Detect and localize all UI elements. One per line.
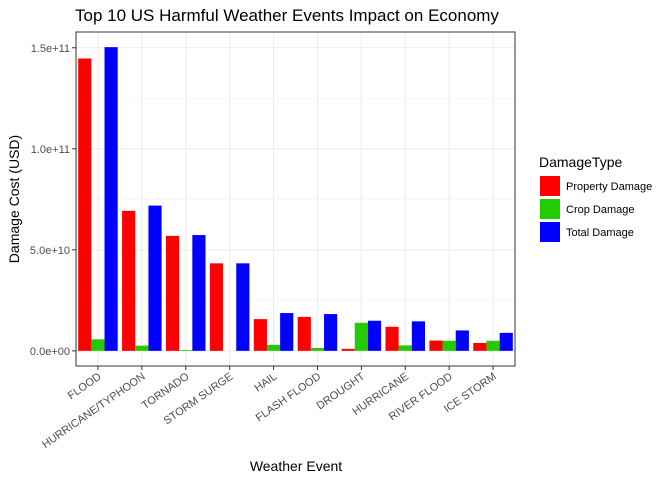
bar xyxy=(209,263,224,351)
grid-lines xyxy=(76,32,515,366)
bar xyxy=(398,345,412,351)
bars xyxy=(78,47,513,351)
bar xyxy=(442,340,456,351)
bar xyxy=(236,263,250,351)
bar xyxy=(266,344,281,351)
bar xyxy=(91,339,105,351)
bar xyxy=(135,345,149,351)
bar xyxy=(310,348,325,351)
chart-title: Top 10 US Harmful Weather Events Impact … xyxy=(75,6,499,25)
bar xyxy=(192,235,206,351)
bar xyxy=(367,320,382,351)
legend-key xyxy=(540,222,560,242)
legend-label: Crop Damage xyxy=(566,204,634,216)
bar xyxy=(354,322,368,351)
bar xyxy=(411,321,426,351)
legend: DamageType Property Damage Crop Damage Tot… xyxy=(539,154,652,242)
y-axis: 0.0e+00 5.0e+10 1.0e+11 1.5e+11 xyxy=(30,43,76,358)
y-tick-label: 5.0e+10 xyxy=(30,245,70,257)
legend-label: Property Damage xyxy=(566,181,652,193)
y-tick-label: 1.5e+11 xyxy=(31,43,70,55)
legend-title: DamageType xyxy=(539,154,622,170)
plot-border xyxy=(75,31,516,367)
legend-key xyxy=(540,176,560,196)
x-tick-label: HAIL xyxy=(252,371,279,395)
bar xyxy=(297,316,311,351)
bar xyxy=(253,319,267,351)
x-axis-label: Weather Event xyxy=(250,458,342,474)
bar xyxy=(473,342,487,351)
legend-key xyxy=(540,199,560,219)
bar xyxy=(165,235,180,351)
bar xyxy=(78,58,92,351)
bar xyxy=(341,348,355,351)
bar xyxy=(486,340,500,351)
bar xyxy=(499,332,513,351)
bar xyxy=(122,210,136,351)
y-axis-label: Damage Cost (USD) xyxy=(6,135,22,263)
y-tick-label: 0.0e+00 xyxy=(30,346,70,358)
bar xyxy=(429,340,443,351)
bar xyxy=(280,313,294,351)
bar xyxy=(324,314,338,351)
x-tick-label: FLOOD xyxy=(66,371,104,403)
bar xyxy=(455,330,469,351)
bar xyxy=(104,47,118,351)
bar xyxy=(385,326,399,351)
y-tick-label: 1.0e+11 xyxy=(31,144,70,156)
legend-label: Total Damage xyxy=(566,227,634,239)
bar xyxy=(179,350,193,351)
bar xyxy=(148,205,162,351)
